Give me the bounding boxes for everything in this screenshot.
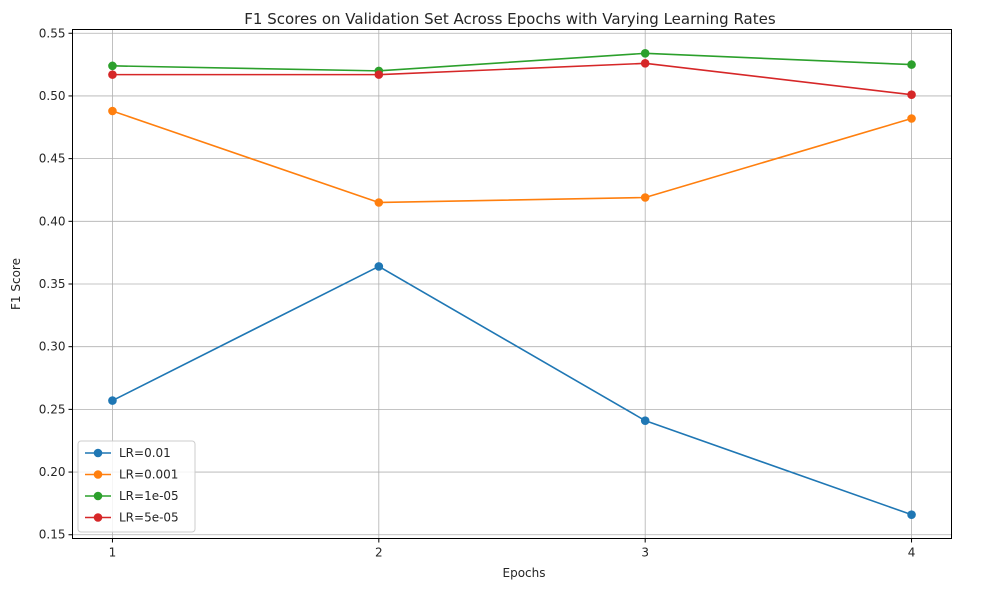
data-point [108, 396, 117, 405]
y-axis-label: F1 Score [9, 258, 23, 310]
y-tick-label: 0.30 [39, 340, 66, 354]
data-point [907, 510, 916, 519]
legend-marker [93, 448, 103, 458]
legend-box [77, 440, 196, 533]
series-line [112, 52, 912, 72]
legend-marker [93, 491, 103, 501]
legend-label: LR=0.001 [119, 468, 178, 482]
data-point [374, 198, 384, 207]
data-point [374, 70, 384, 79]
legend-marker [93, 513, 103, 522]
y-tick-label: 0.35 [39, 277, 66, 291]
series-line [112, 265, 912, 516]
data-point [907, 60, 916, 69]
legend: LR=0.01 LR=0.001 LR=1e-05 LR=5e-05 [77, 440, 196, 533]
legend-label: LR=1e-05 [119, 489, 179, 503]
data-point [108, 61, 117, 71]
data-point [108, 106, 117, 116]
legend-label: LR=5e-05 [119, 511, 179, 525]
y-tick-label: 0.25 [39, 402, 66, 416]
y-tick-label: 0.50 [39, 89, 66, 103]
x-tick-label: 1 [109, 546, 117, 560]
data-point [640, 49, 650, 58]
legend-item: LR=0.01 [85, 446, 171, 460]
series-line [112, 62, 912, 96]
x-tick-label: 3 [641, 546, 649, 560]
data-point [640, 59, 650, 68]
y-tick-label: 0.45 [39, 152, 66, 166]
data-point [374, 262, 384, 271]
axis-ticks: 1 2 3 4 0.15 0.20 0.25 0.30 0.35 0.40 0.45 0.50 0.55 [39, 26, 916, 559]
series-3 [108, 49, 916, 76]
legend-item: LR=5e-05 [85, 511, 179, 525]
legend-label: LR=0.01 [119, 446, 171, 460]
data-point [640, 416, 650, 425]
y-tick-label: 0.15 [39, 528, 66, 542]
legend-item: LR=0.001 [85, 468, 178, 482]
series-line [112, 110, 912, 204]
series-2 [108, 106, 916, 207]
series-4 [108, 59, 916, 99]
legend-item: LR=1e-05 [85, 489, 179, 503]
x-tick-label: 4 [908, 546, 916, 560]
chart-title: F1 Scores on Validation Set Across Epoch… [244, 10, 776, 28]
x-axis-label: Epochs [503, 566, 546, 580]
y-tick-label: 0.20 [39, 465, 66, 479]
x-tick-label: 2 [375, 546, 383, 560]
y-tick-label: 0.55 [39, 26, 66, 40]
data-point [907, 114, 916, 123]
data-point [640, 193, 650, 202]
data-point [108, 70, 117, 79]
y-tick-label: 0.40 [39, 214, 66, 228]
data-point [907, 90, 916, 99]
series-1 [108, 262, 916, 519]
legend-marker [93, 470, 103, 479]
series-layer [108, 49, 916, 519]
